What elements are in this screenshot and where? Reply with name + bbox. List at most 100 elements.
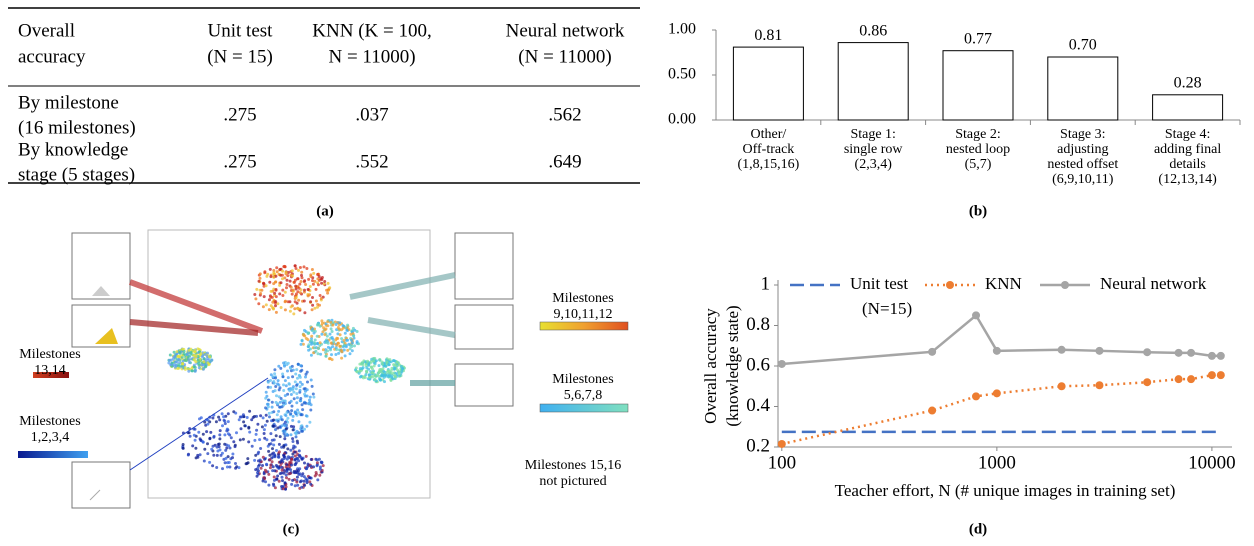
scatter-dot	[275, 419, 278, 422]
scatter-dot	[171, 362, 174, 365]
scatter-dot	[292, 385, 295, 388]
scatter-dot	[292, 415, 295, 418]
point	[1175, 375, 1183, 383]
scatter-dot	[294, 380, 297, 383]
scatter-dot	[314, 350, 317, 353]
scatter-dot	[284, 414, 287, 417]
scatter-dot	[196, 454, 199, 457]
scatter-dot	[294, 264, 297, 267]
scatter-dot	[264, 480, 267, 483]
x-tick-label: details	[1169, 157, 1206, 172]
scatter-dot	[337, 342, 340, 345]
thumbnail	[455, 233, 513, 299]
scatter-dot	[259, 447, 262, 450]
scatter-dot	[394, 367, 397, 370]
scatter-dot	[194, 447, 197, 450]
scatter-dot	[299, 389, 302, 392]
scatter-dot	[263, 477, 266, 480]
scatter-dot	[320, 282, 323, 285]
scatter-dot	[294, 432, 297, 435]
scatter-dot	[314, 474, 317, 477]
scatter-dot	[292, 312, 295, 315]
scatter-dot	[303, 289, 306, 292]
scatter-dot	[272, 444, 275, 447]
scatter-dot	[293, 397, 296, 400]
scatter-dot	[276, 413, 279, 416]
scatter-dot	[253, 293, 256, 296]
scatter-dot	[221, 424, 224, 427]
scatter-dot	[272, 424, 275, 427]
scatter-dot	[305, 455, 308, 458]
x-tick-label: single row	[844, 142, 904, 157]
scatter-dot	[253, 439, 256, 442]
scatter-dot	[334, 353, 337, 356]
scatter-dot	[295, 267, 298, 270]
scatter-dot	[265, 463, 268, 466]
point	[1095, 347, 1103, 355]
scatter-dot	[328, 286, 331, 289]
scatter-dot	[200, 363, 203, 366]
scatter-dot	[223, 419, 226, 422]
scatter-dot	[290, 305, 293, 308]
header-cell: Unit test	[208, 20, 274, 41]
scatter-dot	[328, 357, 331, 360]
scatter-dot	[367, 364, 370, 367]
scatter-dot	[289, 412, 292, 415]
scatter-dot	[300, 369, 303, 372]
scatter-dot	[269, 296, 272, 299]
scatter-dot	[240, 427, 243, 430]
scatter-dot	[276, 475, 279, 478]
scatter-dot	[234, 412, 237, 415]
scatter-dot	[289, 472, 292, 475]
row-label: stage (5 stages)	[18, 164, 135, 185]
scatter-dot	[207, 362, 210, 365]
scatter-dot	[288, 382, 291, 385]
x-tick-label: Other/	[751, 127, 787, 142]
scatter-dot	[272, 380, 275, 383]
scatter-dot	[288, 389, 291, 392]
scatter-dot	[283, 437, 286, 440]
scatter-dot	[388, 370, 391, 373]
scatter-dot	[267, 473, 270, 476]
value-label: 0.77	[964, 30, 992, 47]
scatter-dot	[285, 384, 288, 387]
scatter-dot	[258, 438, 261, 441]
scatter-dot	[359, 376, 362, 379]
scatter-dot	[309, 396, 312, 399]
scatter-dot	[316, 335, 319, 338]
value-label: 0.28	[1174, 74, 1202, 91]
value-label: 0.86	[859, 22, 887, 39]
scatter-dot	[281, 476, 284, 479]
x-tick-label: (6,9,10,11)	[1052, 172, 1114, 187]
scatter-dot	[285, 465, 288, 468]
scatter-dot	[197, 359, 200, 362]
scatter-dot	[181, 348, 184, 351]
scatter-dot	[307, 349, 310, 352]
scatter-dot	[374, 375, 377, 378]
scatter-dot	[332, 340, 335, 343]
scatter-dot	[305, 267, 308, 270]
scatter-dot	[269, 268, 272, 271]
scatter-dot	[310, 458, 313, 461]
scatter-dot	[305, 337, 308, 340]
scatter-dot	[291, 275, 294, 278]
scatter-dot	[212, 436, 215, 439]
scatter-dot	[295, 481, 298, 484]
scatter-dot	[288, 300, 291, 303]
scatter-dot	[344, 354, 347, 357]
colorbar	[540, 322, 628, 330]
scatter-dot	[305, 467, 308, 470]
scatter-dot	[381, 361, 384, 364]
scatter-dot	[346, 349, 349, 352]
scatter-dot	[341, 324, 344, 327]
scatter-dot	[247, 427, 250, 430]
scatter-dot	[298, 283, 301, 286]
scatter-dot	[273, 476, 276, 479]
scatter-dot	[292, 289, 295, 292]
scatter-dot	[246, 462, 249, 465]
scatter-dot	[294, 451, 297, 454]
scatter-dot	[255, 429, 258, 432]
scatter-dot	[294, 446, 297, 449]
scatter-dot	[343, 339, 346, 342]
scatter-dot	[314, 339, 317, 342]
